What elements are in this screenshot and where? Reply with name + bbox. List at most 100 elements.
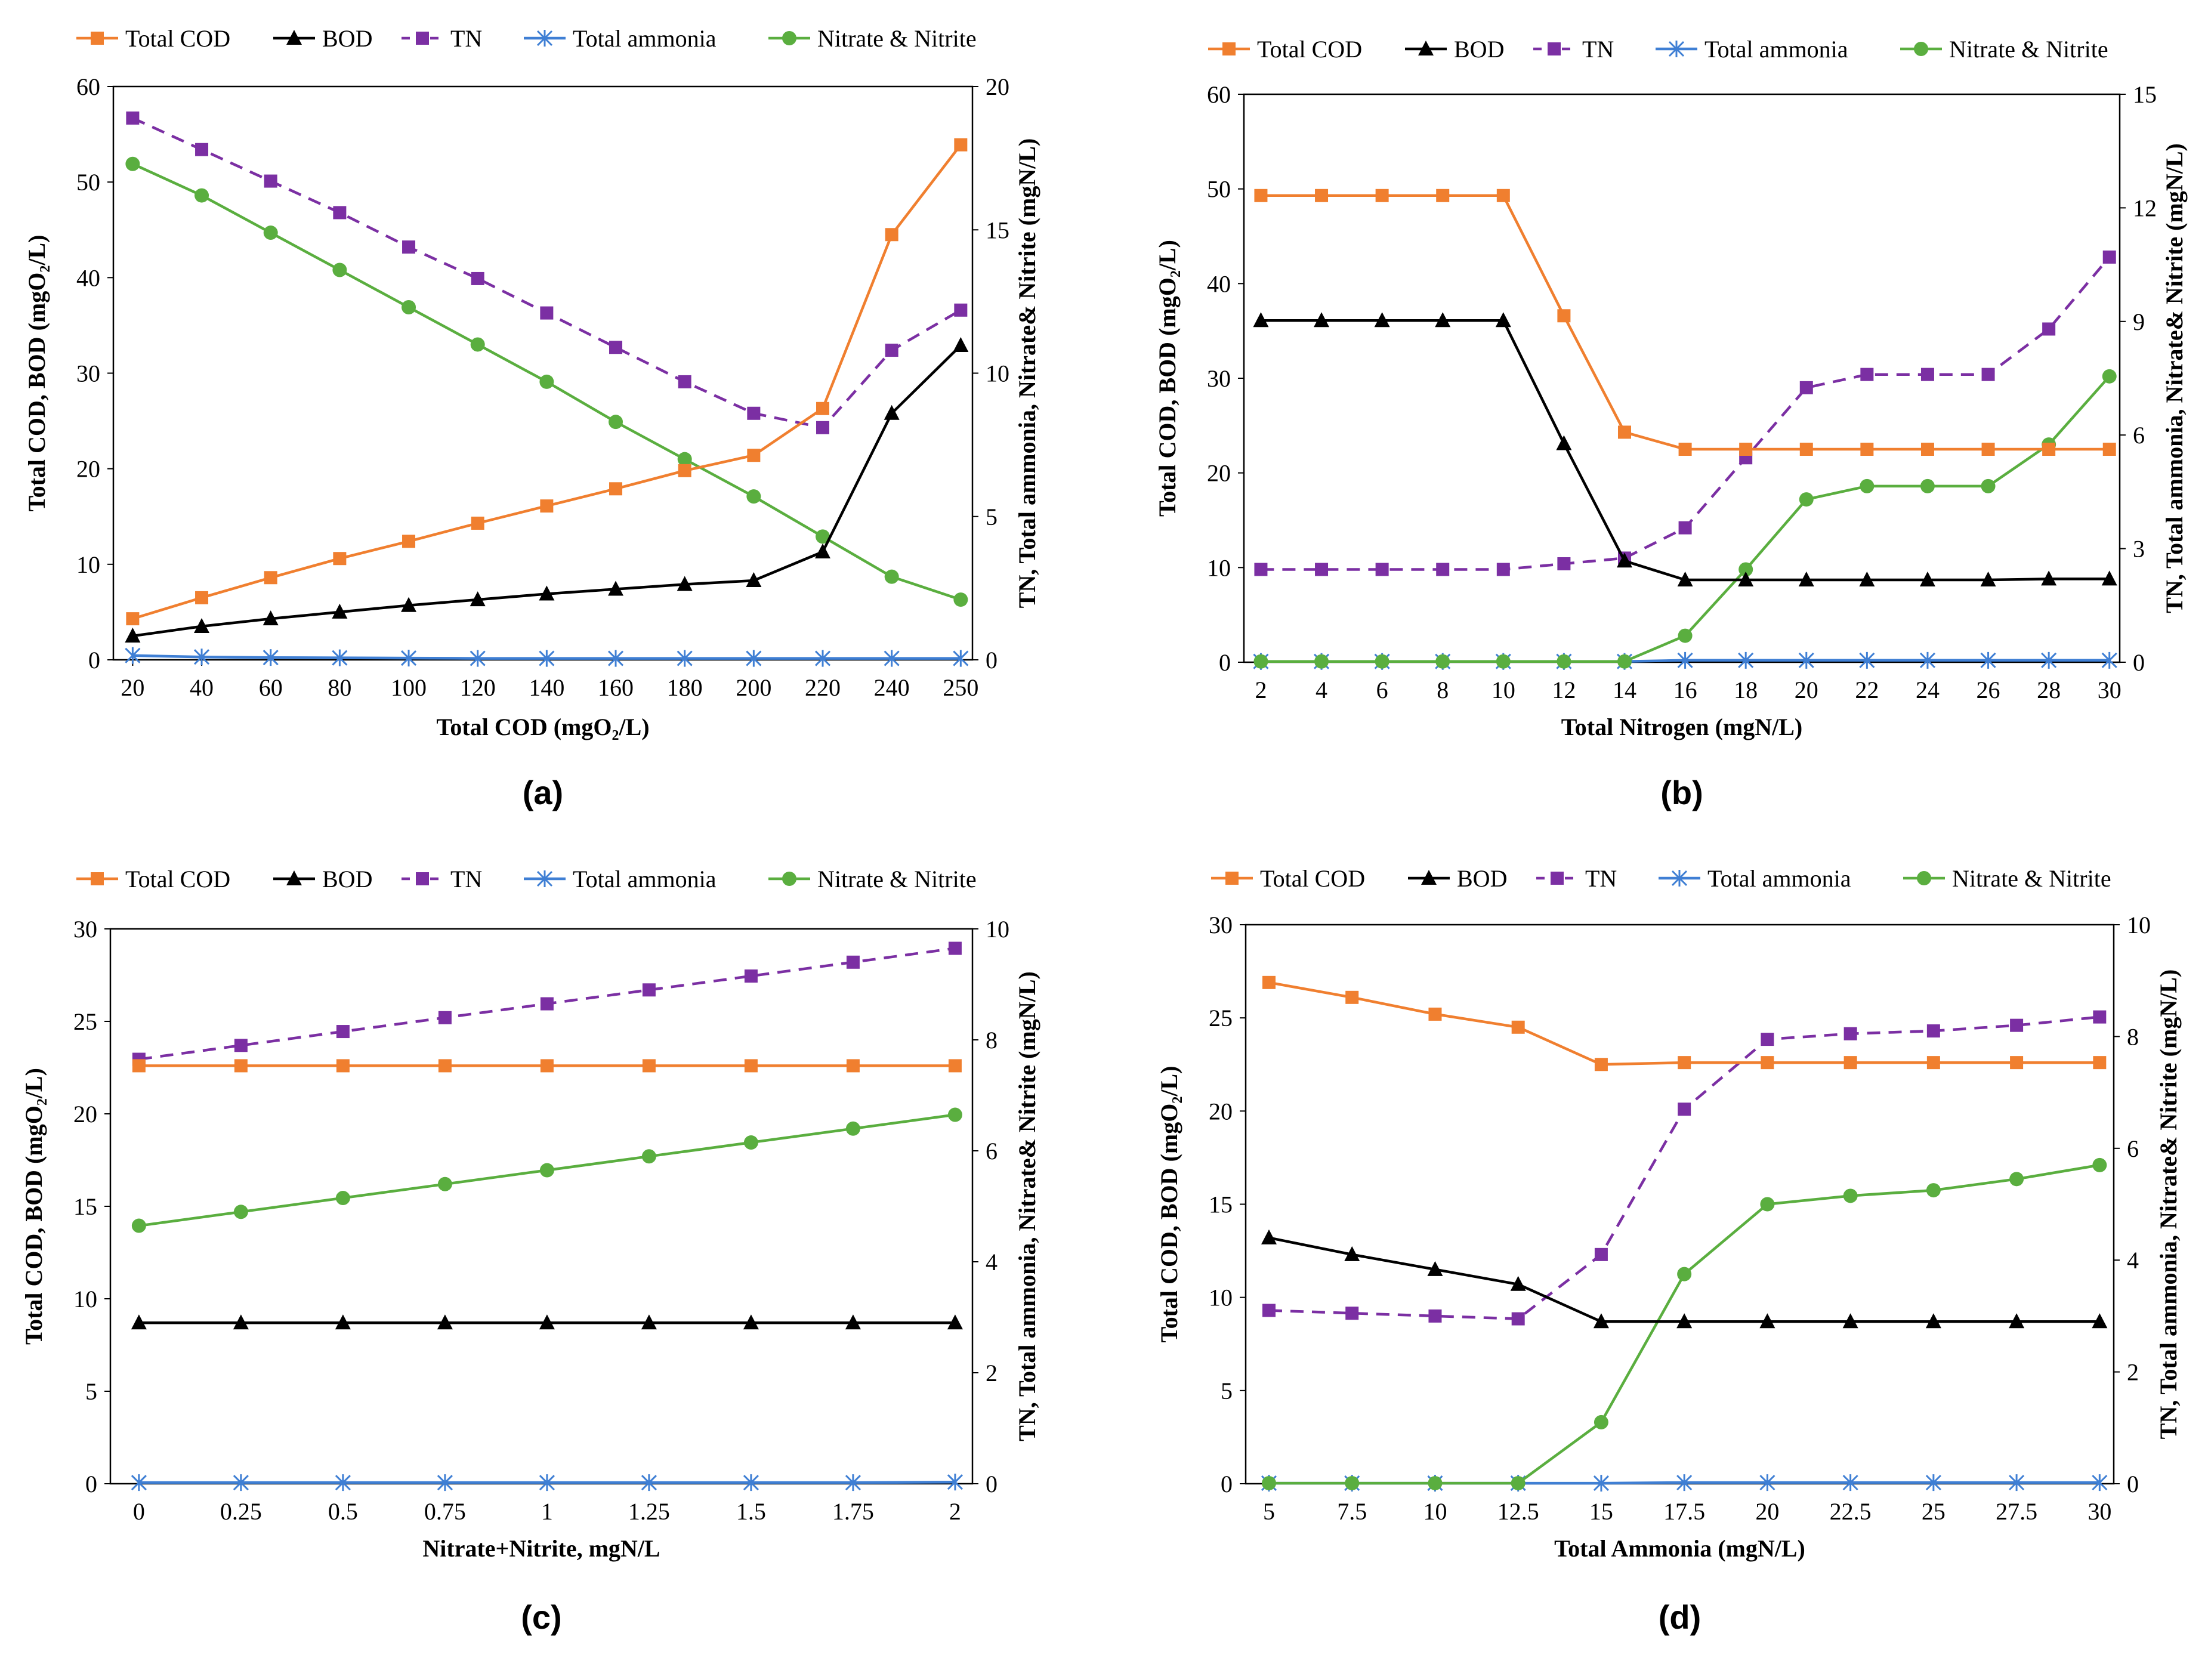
y-right-tick-label: 12 [2133,194,2157,221]
y-left-axis-title: Total COD, BOD (mgO₂/L) [1156,1066,1182,1343]
data-point-total-cod [885,228,898,242]
legend-marker-total-cod [1225,872,1239,885]
data-point-total-ammonia [845,1474,861,1491]
data-point-bod [335,1314,351,1330]
data-point-total-cod [1617,425,1631,439]
y-left-tick-label: 0 [1221,1471,1233,1497]
x-tick-label: 140 [529,674,564,701]
data-point-total-ammonia [131,1474,147,1491]
y-left-tick-label: 20 [1207,460,1231,487]
data-point-total-cod [1761,1056,1774,1070]
data-point-total-cod [678,464,691,477]
legend-marker-total-cod [91,872,104,885]
x-tick-label: 20 [121,674,144,701]
data-point-nitrate-nitrite [1511,1476,1526,1491]
x-tick-label: 180 [667,674,703,701]
x-tick-label: 15 [1589,1498,1613,1525]
data-point-total-cod [1436,189,1450,202]
data-point-total-cod [609,482,623,496]
x-axis-title: Total Nitrogen (mgN/L) [1561,714,1802,740]
series-nitrate-nitrite [125,156,968,607]
y-left-tick-label: 40 [76,264,100,291]
legend-marker-total-ammonia [536,30,553,47]
y-right-tick-label: 6 [986,1138,998,1165]
series-tn [1262,1010,2107,1326]
data-point-bod [401,597,417,612]
y-left-tick-label: 30 [1207,365,1231,392]
data-point-nitrate-nitrite [539,374,554,389]
data-point-bod [1374,312,1390,328]
data-point-nitrate-nitrite [816,529,830,544]
legend-label-tn: TN [1582,36,1614,63]
data-point-nitrate-nitrite [1678,628,1693,643]
data-point-bod [677,576,693,591]
data-point-nitrate-nitrite [263,226,278,240]
data-point-total-cod [747,449,761,462]
data-point-tn [1761,1033,1774,1046]
y-right-tick-label: 15 [986,217,1009,243]
y-left-tick-label: 25 [1209,1005,1233,1032]
data-point-total-ammonia [1677,651,1693,669]
data-point-total-cod [1981,443,1995,456]
legend-marker-nitrate-nitrite [782,872,796,886]
data-point-total-ammonia [1859,651,1875,669]
data-point-total-ammonia [437,1474,453,1491]
data-point-total-cod [540,1059,554,1073]
x-tick-label: 220 [805,674,841,701]
data-point-bod [437,1314,453,1330]
data-point-tn [438,1011,452,1024]
data-point-tn [1860,368,1874,381]
y-right-tick-label: 3 [2133,536,2145,563]
legend-marker-tn [416,872,429,885]
data-point-nitrate-nitrite [194,188,209,203]
data-point-tn [1920,368,1934,381]
data-point-total-cod [1739,443,1753,456]
data-point-total-cod [1926,1056,1940,1070]
x-tick-label: 80 [328,674,351,701]
data-point-nitrate-nitrite [1314,654,1329,669]
data-point-nitrate-nitrite [233,1205,248,1219]
data-point-total-ammonia [470,650,486,667]
series-bod [1253,312,2117,586]
data-point-bod [1798,571,1814,586]
x-tick-label: 16 [1673,677,1697,703]
legend-marker-nitrate-nitrite [1917,871,1931,885]
data-point-nitrate-nitrite [402,299,416,314]
data-point-total-ammonia [2101,651,2117,669]
legend-marker-total-ammonia [536,870,553,887]
series-line-nitrate-nitrite [1261,375,2111,663]
data-point-total-cod [948,1059,962,1073]
legend-label-nitrate-nitrite: Nitrate & Nitrite [1952,865,2111,892]
data-point-total-cod [1345,990,1359,1004]
x-tick-label: 4 [1316,677,1327,703]
x-tick-label: 0.25 [220,1498,262,1525]
x-tick-label: 5 [1263,1498,1275,1525]
y-right-tick-label: 9 [2133,308,2145,335]
legend: Total COD BOD TN Total ammonia Nitrate & Nit… [76,866,977,892]
x-tick-label: 1.5 [736,1498,766,1525]
series-tn [126,111,968,434]
data-point-nitrate-nitrite [1738,562,1753,577]
data-point-tn [2093,1010,2107,1024]
data-point-nitrate-nitrite [1375,654,1389,669]
data-point-nitrate-nitrite [743,1135,758,1150]
data-point-bod [815,543,831,559]
y-right-axis-title: TN, Total ammonia, Nitrate& Nitrite (mgN… [1014,971,1040,1441]
x-tick-label: 10 [1492,677,1515,703]
data-point-bod [1738,571,1754,586]
series-bod [125,337,969,643]
legend-marker-bod [1421,870,1437,885]
data-point-total-cod [2093,1056,2107,1070]
data-point-total-cod [1678,443,1692,456]
data-point-nitrate-nitrite [641,1149,656,1164]
series-line-total-cod [1261,194,2110,451]
data-point-bod [1427,1261,1443,1276]
data-point-bod [539,1314,555,1330]
x-axis-title: Total COD (mgO₂/L) [436,714,649,740]
series-tn [1254,250,2116,576]
y-left-tick-label: 60 [76,73,100,100]
data-point-bod [263,610,279,626]
data-point-bod [1842,1313,1858,1329]
data-point-total-ammonia [2009,1474,2025,1491]
y-left-tick-label: 0 [1219,649,1231,676]
